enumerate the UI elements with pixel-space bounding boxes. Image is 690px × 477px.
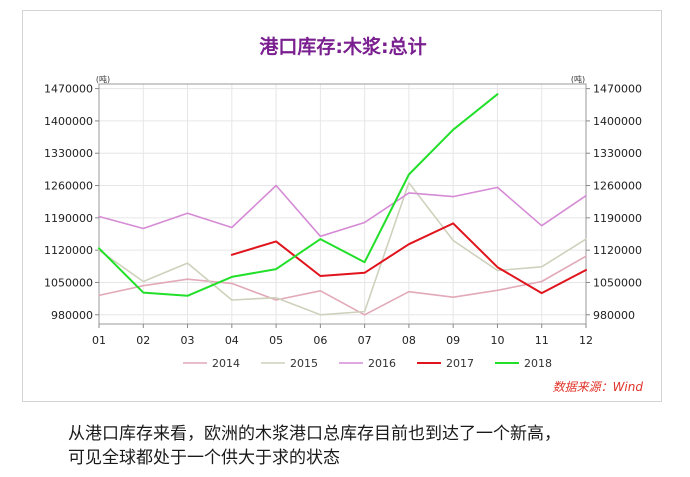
y-tick-label-left: 1120000 bbox=[44, 244, 93, 257]
y-tick-label-right: 1330000 bbox=[593, 147, 642, 160]
caption-line-2: 可见全球都处于一个供大于求的状态 bbox=[68, 448, 340, 468]
y-tick-label-left: 1050000 bbox=[44, 276, 93, 289]
y-tick-label-right: 1400000 bbox=[593, 115, 642, 128]
chart-panel: 港口库存:木浆:总计 (吨) (吨) 980000 980000 1050000 10… bbox=[22, 10, 662, 402]
legend-label-2018: 2018 bbox=[524, 357, 552, 370]
caption-line-1: 从港口库存来看，欧洲的木浆港口总库存目前也到达了一个新高， bbox=[68, 424, 561, 444]
legend-label-2014: 2014 bbox=[212, 357, 240, 370]
y-tick-label-right: 1470000 bbox=[593, 83, 642, 96]
x-tick-label: 01 bbox=[92, 334, 106, 347]
y-tick-label-left: 980000 bbox=[51, 309, 93, 322]
x-tick-label: 04 bbox=[225, 334, 239, 347]
left-axis-unit: (吨) bbox=[96, 74, 110, 84]
y-tick-label-right: 1260000 bbox=[593, 180, 642, 193]
y-tick-label-right: 980000 bbox=[593, 309, 635, 322]
x-tick-label: 02 bbox=[136, 334, 150, 347]
y-tick-label-left: 1400000 bbox=[44, 115, 93, 128]
axes: 980000 980000 1050000 1050000 1120000 1120000… bbox=[44, 83, 642, 347]
line-chart: 港口库存:木浆:总计 (吨) (吨) 980000 980000 1050000 10… bbox=[44, 35, 644, 394]
source-note: 数据来源：Wind bbox=[553, 380, 644, 394]
series-line-2017 bbox=[230, 222, 587, 295]
x-tick-label: 06 bbox=[313, 334, 327, 347]
y-tick-label-left: 1260000 bbox=[44, 180, 93, 193]
legend: 2014 2015 2016 2017 2018 bbox=[183, 357, 552, 370]
x-tick-label: 12 bbox=[579, 334, 593, 347]
legend-label-2017: 2017 bbox=[446, 357, 474, 370]
x-tick-label: 11 bbox=[535, 334, 549, 347]
y-tick-label-left: 1190000 bbox=[44, 212, 93, 225]
legend-label-2016: 2016 bbox=[368, 357, 396, 370]
y-tick-label-left: 1330000 bbox=[44, 147, 93, 160]
legend-label-2015: 2015 bbox=[290, 357, 318, 370]
y-tick-label-right: 1190000 bbox=[593, 212, 642, 225]
series-lines bbox=[98, 93, 587, 316]
x-tick-label: 10 bbox=[490, 334, 504, 347]
caption: 从港口库存来看，欧洲的木浆港口总库存目前也到达了一个新高， 可见全球都处于一个供… bbox=[68, 422, 668, 470]
y-tick-label-right: 1120000 bbox=[593, 244, 642, 257]
series-line-2015 bbox=[98, 182, 587, 316]
series-line-2016 bbox=[98, 184, 587, 238]
x-tick-label: 08 bbox=[402, 334, 416, 347]
x-tick-label: 07 bbox=[358, 334, 372, 347]
x-tick-label: 09 bbox=[446, 334, 460, 347]
y-tick-label-right: 1050000 bbox=[593, 276, 642, 289]
right-axis-unit: (吨) bbox=[571, 74, 585, 84]
x-tick-label: 03 bbox=[181, 334, 195, 347]
x-tick-label: 05 bbox=[269, 334, 283, 347]
chart-title: 港口库存:木浆:总计 bbox=[259, 35, 426, 58]
grid-lines bbox=[98, 84, 587, 324]
y-tick-label-left: 1470000 bbox=[44, 83, 93, 96]
plot-frame bbox=[98, 83, 587, 325]
series-line-2018 bbox=[98, 93, 499, 297]
series-line-2014 bbox=[98, 255, 587, 316]
